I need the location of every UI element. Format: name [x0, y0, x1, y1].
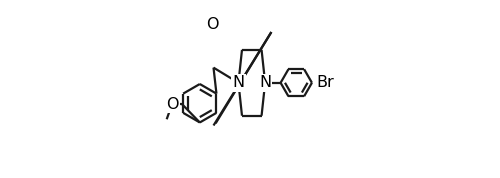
Text: O: O [166, 97, 178, 112]
Text: Br: Br [317, 75, 334, 90]
Text: O: O [206, 17, 218, 32]
Text: N: N [232, 75, 244, 90]
Text: N: N [259, 75, 271, 90]
